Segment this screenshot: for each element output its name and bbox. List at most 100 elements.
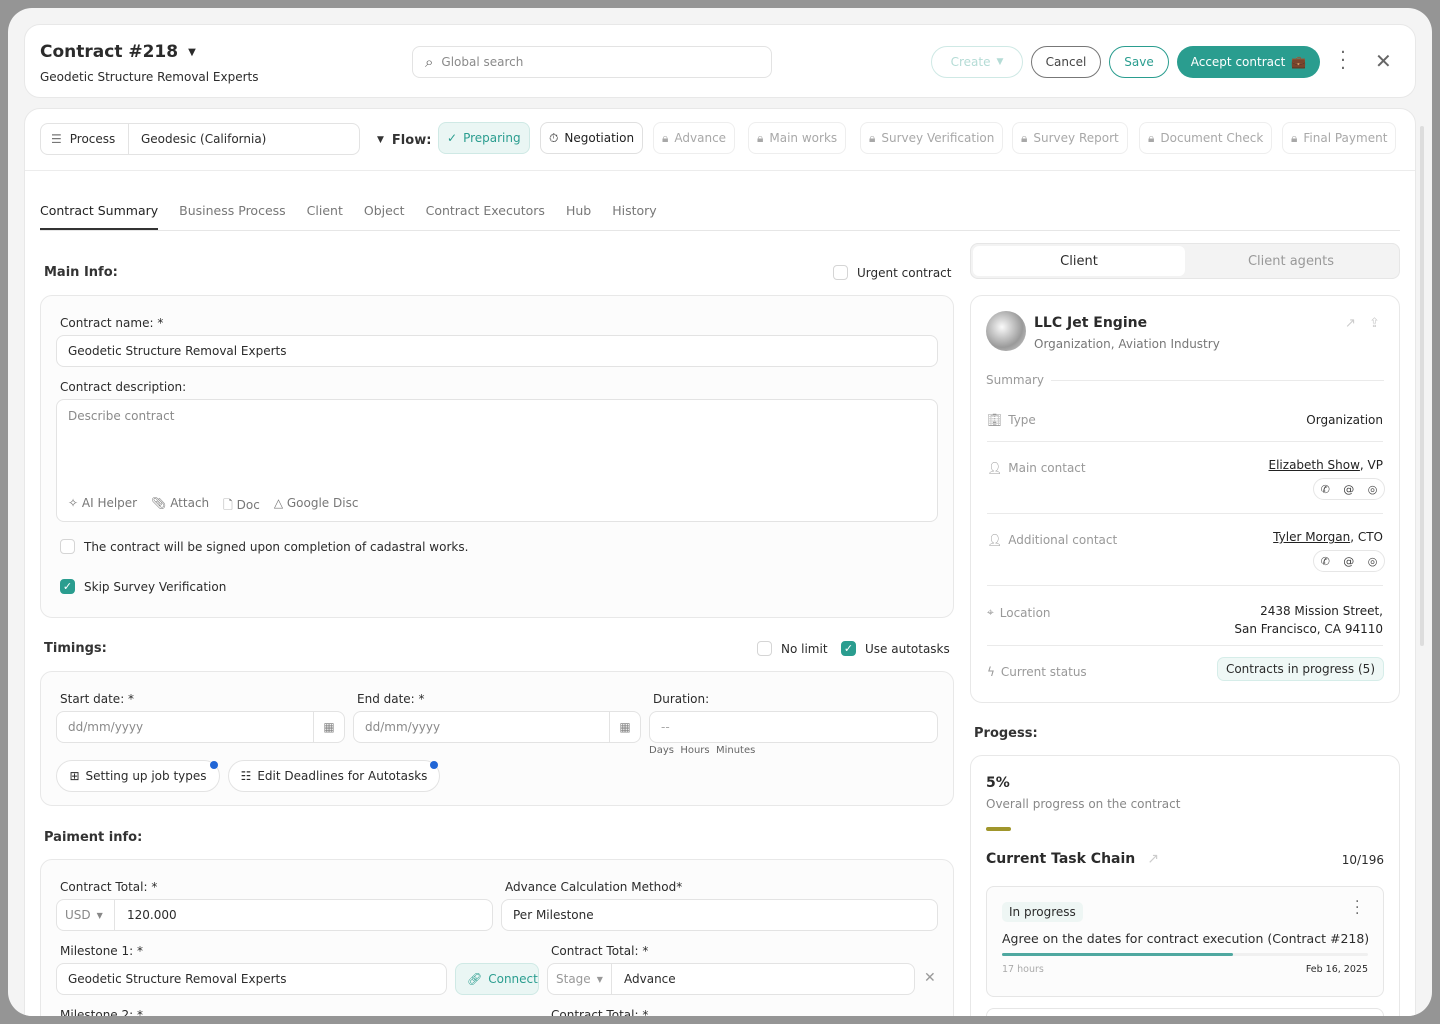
task-card[interactable]: [986, 1008, 1384, 1016]
start-date-input[interactable]: dd/mm/yyyy ▦: [56, 711, 345, 743]
task-time: 17 hours: [1002, 964, 1044, 975]
search-icon: ⌕: [425, 53, 434, 71]
calendar-icon[interactable]: ▦: [609, 712, 640, 742]
attach-button[interactable]: 📎︎ Attach: [151, 496, 210, 510]
tab-client-agents[interactable]: Client agents: [1247, 253, 1335, 269]
contract-title-dropdown[interactable]: Contract #218 ▼: [40, 42, 196, 62]
stage-advance[interactable]: 🔒︎ Advance: [653, 122, 736, 154]
tab-business-process[interactable]: Business Process: [179, 203, 286, 218]
stage-survey-report[interactable]: 🔒︎ Survey Report: [1012, 122, 1128, 154]
cadastral-checkbox[interactable]: [60, 539, 75, 554]
scrollbar[interactable]: [1420, 126, 1424, 646]
job-types-button[interactable]: ⊞ Setting up job types: [56, 760, 220, 792]
ai-helper-button[interactable]: ✧ AI Helper: [68, 496, 138, 510]
tab-hub[interactable]: Hub: [565, 203, 592, 218]
no-limit-checkbox[interactable]: [757, 641, 772, 656]
additional-contact-link[interactable]: Tyler Morgan: [1273, 530, 1351, 544]
contract-name-input[interactable]: Geodetic Structure Removal Experts: [56, 335, 938, 367]
autotasks-label: Use autotasks: [865, 642, 950, 656]
phone-icon[interactable]: ✆: [1320, 554, 1330, 568]
divider: [987, 441, 1383, 442]
more-menu-icon[interactable]: · · ·: [1340, 42, 1346, 79]
stage-negotiation[interactable]: ⏱ Negotiation: [540, 122, 644, 154]
close-icon[interactable]: ✕: [1375, 49, 1392, 73]
cadastral-label: The contract will be signed upon complet…: [84, 540, 469, 554]
milestone-1-input[interactable]: Geodetic Structure Removal Experts: [56, 963, 447, 995]
stage-label: Main works: [769, 131, 838, 145]
status-label: ϟ Current status: [987, 665, 1087, 679]
check-circle-icon: ✓: [447, 131, 458, 145]
accept-contract-button[interactable]: Accept contract 💼: [1177, 46, 1320, 78]
stage-survey-verification[interactable]: 🔒︎ Survey Verification: [860, 122, 1004, 154]
flow-label[interactable]: ▼ Flow:: [377, 133, 431, 148]
create-button[interactable]: Create ▼: [931, 46, 1023, 78]
stage-main-works[interactable]: 🔒︎ Main works: [748, 122, 847, 154]
end-date-input[interactable]: dd/mm/yyyy ▦: [353, 711, 641, 743]
skip-survey-checkbox[interactable]: ✓: [60, 579, 75, 594]
process-select[interactable]: ☰ Process Geodesic (California): [40, 123, 360, 155]
contract-total-input[interactable]: USD ▼ 120.000: [56, 899, 493, 931]
flow-text: Flow:: [391, 133, 432, 148]
type-label: 🏢︎ Type: [987, 413, 1036, 427]
main-contact-link[interactable]: Elizabeth Show: [1268, 458, 1360, 472]
progress-title: Progess:: [974, 726, 1038, 741]
tab-object[interactable]: Object: [363, 203, 405, 218]
task-chain-title: Current Task Chain ↗: [986, 851, 1159, 867]
phone-icon[interactable]: ✆: [1320, 482, 1330, 496]
stage-select[interactable]: Stage ▼: [548, 964, 612, 994]
divider: [1051, 380, 1384, 381]
tab-client-info[interactable]: Client: [973, 246, 1185, 276]
location-line-1: 2438 Mission Street,: [1260, 604, 1383, 618]
client-name[interactable]: LLC Jet Engine: [1034, 315, 1148, 331]
whatsapp-icon[interactable]: ◎: [1367, 482, 1378, 496]
status-badge[interactable]: Contracts in progress (5): [1216, 657, 1384, 681]
create-label: Create: [950, 55, 991, 69]
tab-client[interactable]: Client: [306, 203, 343, 218]
urgent-checkbox[interactable]: [833, 265, 848, 280]
calendar-icon[interactable]: ▦: [313, 712, 344, 742]
contract-description-label: Contract description:: [60, 380, 187, 394]
task-card[interactable]: In progress · · · Agree on the dates for c…: [986, 886, 1384, 997]
cancel-button[interactable]: Cancel: [1031, 46, 1101, 78]
google-disc-button[interactable]: △ Google Disc: [273, 496, 359, 510]
global-search-input[interactable]: ⌕ Global search: [412, 46, 772, 78]
advance-method-select[interactable]: Per Milestone: [501, 899, 938, 931]
process-label-box: ☰ Process: [41, 124, 129, 154]
stage-input[interactable]: Stage ▼ Advance: [547, 963, 915, 995]
task-date: Feb 16, 2025: [1305, 964, 1368, 975]
tab-contract-executors[interactable]: Contract Executors: [425, 203, 545, 218]
search-placeholder: Global search: [441, 55, 524, 69]
lock-icon: 🔒︎: [1021, 130, 1028, 145]
doc-button[interactable]: 🗋 Doc: [223, 498, 260, 512]
tab-history[interactable]: History: [612, 203, 657, 218]
open-external-icon[interactable]: ↗: [1147, 851, 1159, 867]
currency-value: USD: [65, 908, 91, 922]
type-value: Organization: [1306, 413, 1383, 427]
contract-description-textarea[interactable]: Describe contract: [56, 399, 938, 522]
total-value: 120.000: [127, 908, 177, 922]
task-menu-icon[interactable]: · · ·: [1355, 894, 1360, 922]
remove-milestone-icon[interactable]: ✕: [924, 970, 936, 986]
location-label: ⌖ Location: [987, 605, 1051, 620]
stage-final-payment[interactable]: 🔒︎ Final Payment: [1282, 122, 1397, 154]
connect-button[interactable]: 🔗︎ Connect: [455, 963, 539, 995]
duration-input[interactable]: --: [649, 711, 938, 743]
share-icon[interactable]: ⇪: [1369, 316, 1380, 331]
save-button[interactable]: Save: [1109, 46, 1169, 78]
autotasks-checkbox[interactable]: ✓: [841, 641, 856, 656]
email-icon[interactable]: @: [1343, 554, 1355, 568]
progress-percent: 5%: [986, 775, 1010, 791]
stage-preparing[interactable]: ✓ Preparing: [438, 122, 530, 154]
whatsapp-icon[interactable]: ◎: [1367, 554, 1378, 568]
edit-deadlines-button[interactable]: ☷ Edit Deadlines for Autotasks: [228, 760, 440, 792]
currency-select[interactable]: USD ▼: [57, 900, 115, 930]
milestone-2-total-label: Contract Total: *: [551, 1008, 649, 1016]
client-tabs: Client Client agents: [970, 243, 1400, 279]
main-contact-actions: ✆ @ ◎: [1313, 478, 1385, 500]
building-icon: 🏢︎: [987, 413, 1003, 427]
email-icon[interactable]: @: [1343, 482, 1355, 496]
stage-document-check[interactable]: 🔒︎ Document Check: [1139, 122, 1273, 154]
open-external-icon[interactable]: ↗: [1345, 316, 1356, 331]
task-progress-track: [1002, 953, 1368, 956]
tab-contract-summary[interactable]: Contract Summary: [40, 203, 159, 230]
